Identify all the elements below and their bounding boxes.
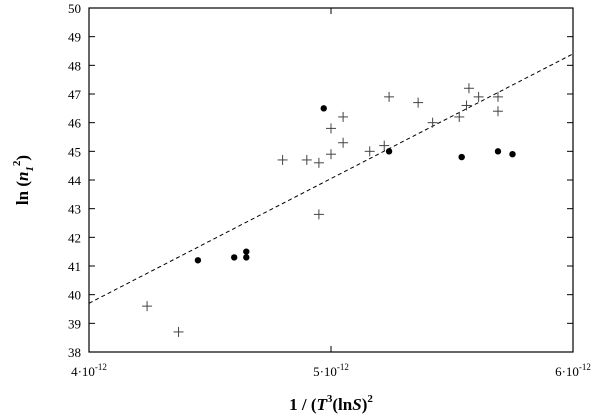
- y-tick-label: 40: [68, 288, 81, 303]
- plus-point: [313, 157, 324, 168]
- y-axis-title: ln (n12): [11, 155, 36, 205]
- dot-point: [231, 254, 238, 261]
- plus-point: [413, 97, 424, 108]
- plus-point: [326, 123, 336, 134]
- plus-point: [338, 137, 349, 148]
- y-tick-label: 39: [68, 316, 81, 331]
- dot-point: [385, 148, 393, 155]
- y-tick-label: 41: [68, 259, 81, 274]
- x-tick-label: 6·10-12: [555, 362, 591, 379]
- y-tick-label: 49: [68, 30, 81, 45]
- x-tick-label: 4·10-12: [71, 362, 107, 379]
- plus-point: [313, 209, 324, 220]
- plus-point: [277, 154, 288, 165]
- y-tick-label: 42: [68, 230, 81, 245]
- plus-point: [173, 326, 184, 337]
- y-tick-label: 43: [68, 202, 81, 217]
- dot-point: [243, 254, 250, 261]
- y-tick-label: 38: [68, 345, 81, 360]
- y-tick-label: 45: [68, 144, 81, 159]
- plot-frame: [88, 7, 574, 353]
- plus-point: [454, 111, 465, 122]
- plus-point: [364, 146, 375, 157]
- x-tick-label: 5·10-12: [313, 362, 349, 379]
- plus-point: [473, 91, 484, 102]
- axis-ticks: [88, 7, 574, 353]
- y-tick-label: 47: [68, 87, 82, 102]
- y-tick-label: 48: [68, 58, 81, 73]
- plus-point: [338, 111, 349, 122]
- plus-point: [379, 140, 390, 151]
- x-axis-title: 1 / (T3(lnS)2: [289, 393, 373, 414]
- dot-point: [509, 151, 516, 158]
- plus-point: [384, 91, 395, 102]
- dot-point: [458, 153, 465, 161]
- plus-point: [326, 149, 336, 160]
- dot-point: [194, 257, 202, 264]
- y-tick-label: 44: [68, 173, 82, 188]
- plus-point: [301, 154, 312, 165]
- plus-point: [461, 100, 472, 111]
- y-tick-label: 46: [68, 116, 82, 131]
- plus-point: [492, 106, 503, 117]
- plus-point: [142, 301, 153, 312]
- plus-point: [427, 117, 438, 128]
- dot-point: [243, 248, 250, 255]
- dot-point: [320, 105, 327, 112]
- plus-point: [463, 83, 474, 94]
- plus-point: [492, 91, 503, 102]
- dot-point: [494, 148, 502, 155]
- tick-labels: 38 39 40 41 42 43 44 45 46 47 48 49 50 4·10-12 5·10-12…: [68, 1, 591, 379]
- data-points: [142, 83, 516, 337]
- y-tick-label: 50: [68, 1, 81, 16]
- fit-line: [88, 53, 574, 304]
